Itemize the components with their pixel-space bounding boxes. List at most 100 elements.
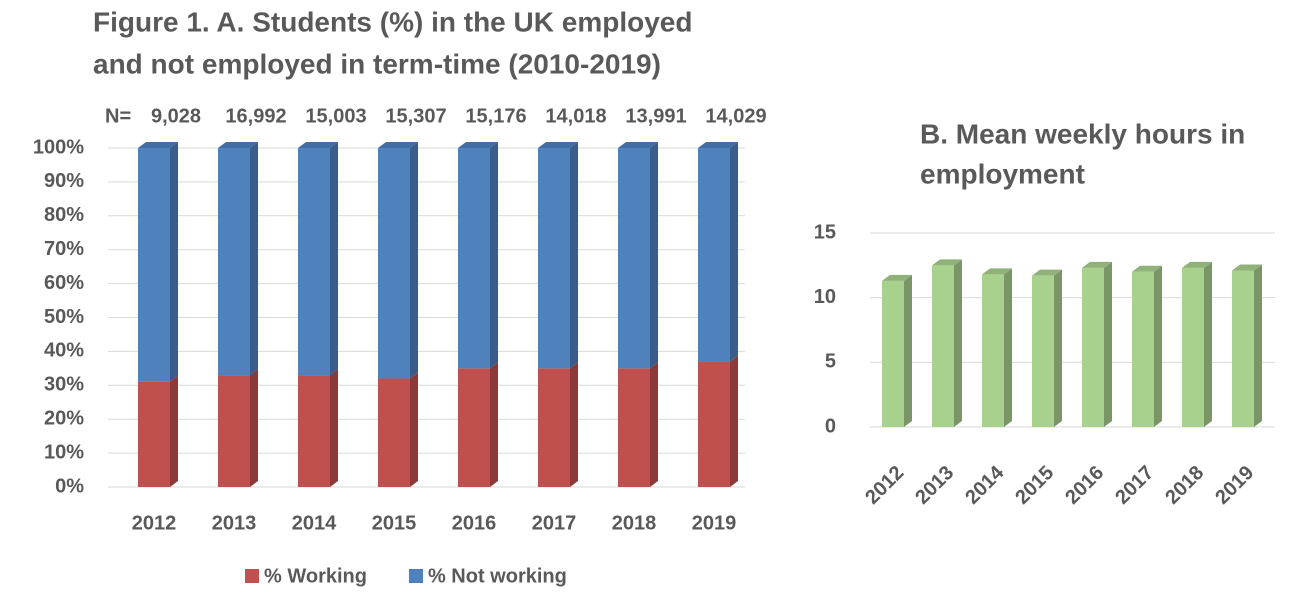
bar-top — [1132, 265, 1162, 272]
bar-top — [1032, 269, 1062, 276]
bar-top — [538, 142, 578, 148]
bar — [378, 148, 410, 379]
bar-side — [730, 355, 738, 487]
bar-top — [458, 142, 498, 148]
bar — [1132, 271, 1154, 427]
bar-side — [650, 142, 658, 369]
bar-side — [1054, 269, 1062, 427]
x-tick-label: 2019 — [1211, 462, 1258, 509]
bar — [882, 280, 904, 427]
bar — [698, 361, 730, 487]
x-tick-label: 2015 — [1011, 462, 1058, 509]
bar — [982, 274, 1004, 427]
n-label: 14,029 — [705, 105, 766, 127]
y-tick-label: 30% — [44, 374, 84, 396]
bar-top — [982, 268, 1012, 275]
bar-side — [410, 142, 418, 379]
bar-side — [490, 362, 498, 487]
bar-side — [1154, 265, 1162, 427]
x-tick-label: 2014 — [961, 461, 1009, 509]
bar — [298, 375, 330, 487]
bar — [1232, 270, 1254, 427]
n-prefix: N= — [105, 105, 131, 127]
bar — [538, 368, 570, 487]
bar-top — [882, 274, 912, 281]
legend-label: % Working — [264, 565, 367, 587]
bar-top — [698, 142, 738, 148]
bar-side — [570, 362, 578, 487]
n-label: 15,307 — [385, 105, 446, 127]
chart-title-line: B. Mean weekly hours in — [920, 118, 1245, 149]
bar-top — [618, 142, 658, 148]
bar-side — [570, 142, 578, 369]
y-tick-label: 10 — [814, 286, 836, 308]
x-tick-label: 2015 — [372, 512, 417, 534]
legend-swatch — [408, 569, 423, 583]
bar-side — [1004, 268, 1012, 427]
n-label: 9,028 — [151, 105, 201, 127]
y-tick-label: 80% — [44, 204, 84, 226]
x-tick-label: 2016 — [1061, 462, 1108, 509]
bar-side — [170, 375, 178, 487]
y-tick-label: 100% — [33, 136, 84, 158]
bar-top — [138, 142, 178, 148]
bar — [298, 148, 330, 376]
bar-side — [170, 142, 178, 382]
y-tick-label: 50% — [44, 306, 84, 328]
chart-title-line: Figure 1. A. Students (%) in the UK empl… — [93, 6, 692, 37]
y-tick-label: 20% — [44, 407, 84, 429]
bar-top — [1232, 264, 1262, 271]
bar-top — [378, 142, 418, 148]
bar-side — [250, 142, 258, 376]
bar — [218, 375, 250, 487]
x-tick-label: 2017 — [532, 512, 577, 534]
bar-side — [1204, 261, 1212, 427]
bar-side — [250, 369, 258, 487]
legend-swatch — [245, 569, 259, 583]
y-tick-label: 90% — [44, 170, 84, 192]
y-tick-label: 0% — [55, 475, 84, 497]
x-tick-label: 2014 — [292, 512, 337, 534]
bar — [458, 148, 490, 369]
bar-side — [954, 259, 962, 427]
x-tick-label: 2012 — [861, 462, 908, 509]
chart-title-line: employment — [920, 158, 1085, 189]
chart-title-line: and not employed in term-time (2010-2019… — [93, 48, 661, 79]
y-tick-label: 15 — [814, 221, 836, 243]
x-tick-label: 2017 — [1111, 462, 1158, 509]
n-label: 14,018 — [545, 105, 606, 127]
n-label: 16,992 — [225, 105, 286, 127]
x-tick-label: 2018 — [1161, 462, 1208, 509]
bar-top — [932, 259, 962, 266]
bar — [618, 368, 650, 487]
bar — [618, 148, 650, 369]
legend-label: % Not working — [428, 565, 567, 587]
y-tick-label: 5 — [825, 351, 836, 373]
bar-side — [330, 142, 338, 376]
bar — [538, 148, 570, 369]
bar-top — [298, 142, 338, 148]
bar — [932, 265, 954, 427]
bar — [138, 381, 170, 487]
bar — [218, 148, 250, 376]
x-tick-label: 2016 — [452, 512, 497, 534]
y-tick-label: 60% — [44, 272, 84, 294]
y-tick-label: 0 — [825, 415, 836, 437]
n-label: 15,176 — [465, 105, 526, 127]
x-tick-label: 2012 — [132, 512, 177, 534]
bar-side — [490, 142, 498, 369]
bar — [1182, 267, 1204, 427]
n-label: 13,991 — [625, 105, 686, 127]
bar-side — [1104, 261, 1112, 427]
bar-side — [904, 274, 912, 427]
bar-top — [218, 142, 258, 148]
bar — [1032, 275, 1054, 427]
n-label: 15,003 — [305, 105, 366, 127]
bar-side — [330, 369, 338, 487]
bar-side — [730, 142, 738, 362]
bar-top — [1082, 261, 1112, 268]
x-tick-label: 2013 — [911, 462, 958, 509]
bar — [378, 378, 410, 487]
bar-side — [1254, 264, 1262, 427]
